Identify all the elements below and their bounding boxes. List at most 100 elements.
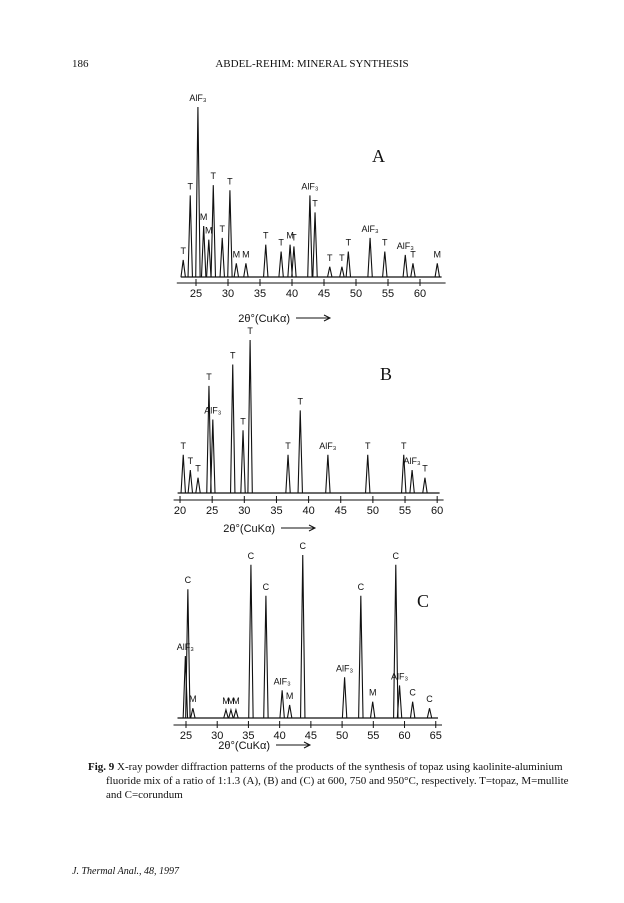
x-tick-label: 40 [274,730,286,742]
peak [228,707,234,719]
peak [200,225,207,278]
arrow [281,524,317,532]
caption: Fig. 9 X-ray powder diffraction patterns… [88,760,576,802]
peak [263,244,269,278]
x-tick-label: 25 [190,288,202,300]
peak [367,237,373,278]
peak [382,251,388,278]
peak-label: C [248,551,255,561]
peak-label: T [227,176,233,186]
peak [396,685,403,719]
peak-label: M [227,696,235,706]
footer: J. Thermal Anal., 48, 1997 [72,866,180,877]
peak [187,469,194,494]
panel-letter: B [380,364,392,384]
x-tick-label: 55 [399,505,411,517]
peak [300,554,306,719]
peak-label: M [189,694,197,704]
arrow [296,314,332,322]
peak-label: C [185,575,192,585]
peak [345,251,352,278]
x-tick-label: 25 [206,505,218,517]
peak-label: M [286,691,294,701]
peak [312,212,318,278]
arrow [276,741,312,749]
peak-label: AlF₃ [397,241,415,251]
peak [210,419,216,494]
peak [227,190,233,278]
peak-label: T [382,238,388,248]
peak-label: AlF₃ [301,181,319,191]
peak-label: T [285,441,291,451]
x-tick-label: 50 [336,730,348,742]
peak-label: T [291,232,297,242]
caption-text: X-ray powder diffraction patterns of the… [106,761,569,801]
peak [229,364,236,494]
peak [400,454,407,494]
x-tick-label: 30 [238,505,250,517]
running-title: ABDEL-REHIM: MINERAL SYNTHESIS [215,58,409,70]
peak-label: AlF₃ [404,456,422,466]
peak-label: M [200,212,208,222]
peak-label: T [327,253,333,263]
peak [195,477,201,494]
peak-label: T [247,326,253,336]
peak [206,239,212,278]
peak [339,266,345,278]
peak [223,707,229,719]
x-tick-label: 65 [430,730,442,742]
peak-label: C [263,582,270,592]
x-tick-label: 35 [254,288,266,300]
x-tick-label: 35 [242,730,254,742]
peak [393,564,399,719]
peak [364,454,371,494]
peak [327,266,333,278]
peak [248,564,254,719]
peak [247,339,253,494]
peak-label: T [339,253,345,263]
peak-label: AlF₃ [274,676,292,686]
peak-label: T [297,396,303,406]
peak [434,263,441,278]
peak [410,263,416,278]
peak [291,246,297,278]
peak [182,656,189,719]
peak-label: C [409,688,416,698]
peak [307,195,313,278]
peak-label: T [188,456,194,466]
peak-label: T [346,238,352,248]
peak-label: AlF₃ [391,671,409,681]
peak-label: C [358,582,365,592]
peak-label: C [426,694,433,704]
peak-label: M [232,696,240,706]
panel-letter: C [417,591,429,611]
peak [240,430,246,494]
peak [409,469,415,494]
x-tick-label: 25 [180,730,192,742]
x-tick-label: 45 [305,730,317,742]
peak [422,477,428,494]
peak [187,195,193,278]
x-tick-label: 60 [414,288,426,300]
peak-label: M [233,249,241,259]
peak-label: M [222,696,230,706]
x-tick-label: 60 [431,505,443,517]
peak-label: AlF₃ [319,441,337,451]
peak-label: T [410,249,416,259]
peak-label: T [422,464,428,474]
peak [402,254,409,278]
x-tick-label: 20 [174,505,186,517]
peak-label: M [242,249,250,259]
x-tick-label: 40 [302,505,314,517]
peak-label: T [211,171,217,181]
peak-label: T [401,441,407,451]
peak [180,454,186,494]
x-axis-label: 2θ°(CuKα) [223,523,275,535]
peak-label: T [365,441,371,451]
x-tick-label: 30 [211,730,223,742]
peak [297,410,303,494]
x-tick-label: 45 [318,288,330,300]
peak-label: T [312,198,318,208]
x-tick-label: 40 [286,288,298,300]
peak [243,263,249,278]
